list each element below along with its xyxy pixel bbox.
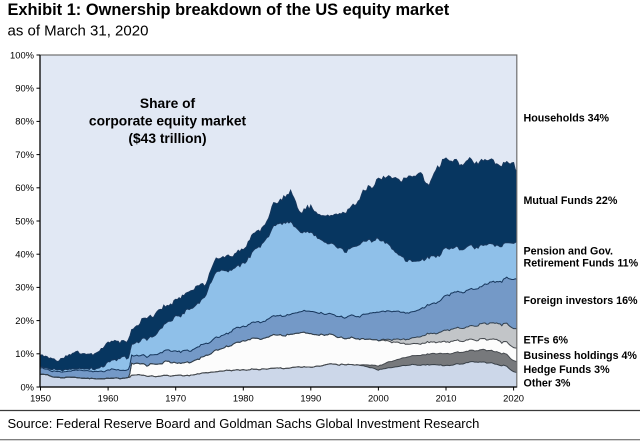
svg-text:Business holdings 4%: Business holdings 4%: [524, 350, 638, 362]
svg-text:100%: 100%: [10, 49, 34, 60]
svg-text:corporate equity market: corporate equity market: [89, 114, 247, 129]
svg-text:Hedge Funds 3%: Hedge Funds 3%: [524, 364, 611, 376]
svg-text:30%: 30%: [15, 282, 34, 293]
svg-text:90%: 90%: [15, 83, 34, 94]
svg-text:Foreign investors 16%: Foreign investors 16%: [524, 295, 639, 307]
svg-text:1960: 1960: [98, 393, 119, 404]
svg-text:60%: 60%: [15, 182, 34, 193]
svg-text:1990: 1990: [300, 393, 321, 404]
svg-text:as of March 31, 2020: as of March 31, 2020: [8, 23, 149, 40]
svg-text:10%: 10%: [15, 348, 34, 359]
svg-text:80%: 80%: [15, 116, 34, 127]
svg-text:2000: 2000: [368, 393, 389, 404]
svg-text:2020: 2020: [503, 393, 524, 404]
svg-text:1950: 1950: [30, 393, 51, 404]
svg-text:50%: 50%: [15, 215, 34, 226]
svg-text:Households 34%: Households 34%: [524, 113, 610, 125]
svg-text:($43 trillion): ($43 trillion): [128, 131, 206, 146]
svg-text:70%: 70%: [15, 149, 34, 160]
svg-text:1970: 1970: [165, 393, 186, 404]
svg-text:Mutual Funds 22%: Mutual Funds 22%: [524, 195, 618, 207]
svg-text:Share of: Share of: [140, 96, 196, 111]
svg-text:Exhibit 1: Ownership breakdown: Exhibit 1: Ownership breakdown of the US…: [8, 1, 450, 19]
svg-text:Source: Federal Reserve Board: Source: Federal Reserve Board and Goldma…: [8, 416, 480, 431]
svg-text:40%: 40%: [15, 249, 34, 260]
svg-text:20%: 20%: [15, 315, 34, 326]
svg-text:2010: 2010: [436, 393, 457, 404]
svg-text:0%: 0%: [20, 381, 34, 392]
svg-text:Other 3%: Other 3%: [524, 378, 571, 390]
svg-text:1980: 1980: [233, 393, 254, 404]
svg-text:ETFs 6%: ETFs 6%: [524, 335, 569, 347]
svg-text:Pension and Gov.: Pension and Gov.: [524, 246, 614, 258]
svg-text:Retirement Funds 11%: Retirement Funds 11%: [524, 258, 639, 270]
